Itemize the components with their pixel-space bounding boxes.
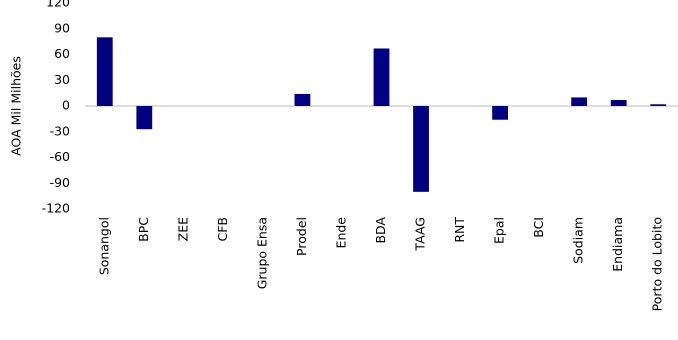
x-tick-label: Porto do Lobito <box>650 217 665 311</box>
y-tick-label: 120 <box>46 0 70 10</box>
bar <box>136 106 153 130</box>
y-tick-label: 90 <box>54 20 70 35</box>
bar <box>610 99 627 106</box>
y-tick-label: 60 <box>54 46 70 61</box>
bar <box>650 104 667 106</box>
x-tick-label: BPC <box>136 217 151 242</box>
x-tick-label: Sonangol <box>96 217 111 275</box>
x-tick-label: BCI <box>531 217 546 238</box>
y-tick-label: 0 <box>62 98 70 113</box>
x-tick-label: Ende <box>333 217 348 249</box>
bar <box>413 106 429 192</box>
bar <box>492 106 509 120</box>
bar <box>294 93 311 106</box>
bar <box>373 48 390 106</box>
x-tick-label: TAAG <box>413 217 428 252</box>
y-tick-label: -60 <box>50 149 70 164</box>
y-tick-label: -90 <box>50 175 70 190</box>
x-tick-label: Prodel <box>294 217 309 256</box>
y-tick-label: -30 <box>50 123 70 138</box>
bar <box>96 37 113 107</box>
x-tick-label: ZEE <box>175 217 190 241</box>
bar <box>571 97 588 106</box>
x-tick-label: Sodiam <box>571 217 586 264</box>
x-tick-label: CFB <box>215 217 230 242</box>
x-tick-label: Grupo Ensa <box>254 217 269 289</box>
y-axis-label: AOA Mil Milhões <box>9 56 24 156</box>
x-tick-label: BDA <box>373 217 388 244</box>
x-tick-label: RNT <box>452 217 467 243</box>
x-tick-label: Epal <box>492 217 507 244</box>
y-tick-label: -120 <box>42 201 70 216</box>
x-tick-label: Endiama <box>610 217 625 272</box>
y-tick-label: 30 <box>54 72 70 87</box>
